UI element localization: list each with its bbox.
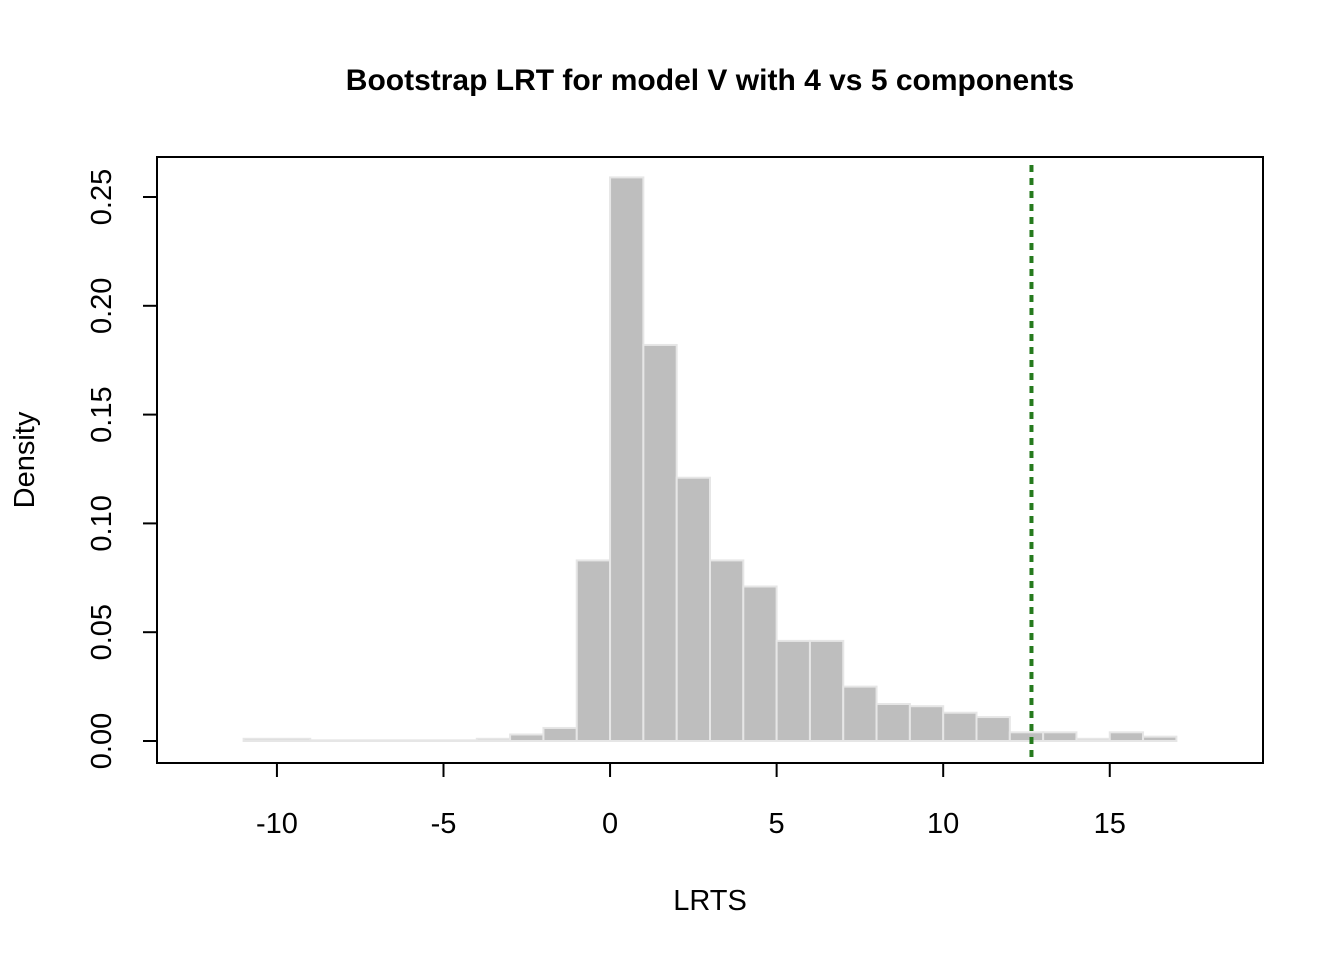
y-tick-label: 0.10 — [86, 495, 118, 551]
x-tick-label: 15 — [1094, 808, 1126, 840]
histogram-bar — [775, 639, 811, 742]
histogram-bar — [1108, 731, 1145, 743]
y-axis: 0.00 0.05 0.10 0.15 0.20 0.25 — [86, 169, 158, 769]
histogram-bar — [575, 559, 612, 743]
histogram-bar — [1075, 737, 1111, 742]
chart-title: Bootstrap LRT for model V with 4 vs 5 co… — [346, 64, 1074, 97]
histogram-bar — [475, 737, 512, 742]
histogram-bar — [609, 176, 645, 742]
histogram-bar — [942, 711, 978, 742]
histogram-bar — [1142, 735, 1178, 743]
histogram-bar — [742, 585, 778, 743]
histogram-bar — [309, 739, 478, 743]
histogram-bar — [542, 726, 578, 742]
histogram-bar — [908, 705, 945, 743]
y-tick-label: 0.20 — [86, 278, 118, 334]
x-tick-label: 10 — [927, 808, 959, 840]
x-tick-label: -10 — [256, 808, 298, 840]
histogram-bar — [709, 559, 745, 743]
y-tick-label: 0.15 — [86, 386, 118, 442]
y-axis-label: Density — [9, 411, 41, 508]
histogram-bar — [1042, 731, 1078, 743]
histogram-bar — [842, 685, 878, 742]
histogram-bar — [242, 737, 312, 742]
histogram-bar — [509, 733, 545, 742]
x-axis-label: LRTS — [673, 885, 747, 917]
histogram-bar — [975, 716, 1011, 743]
histogram-bars — [242, 176, 1178, 743]
histogram-bar — [642, 343, 678, 742]
y-tick-label: 0.00 — [86, 713, 118, 769]
y-tick-label: 0.25 — [86, 169, 118, 225]
y-tick-label: 0.05 — [86, 604, 118, 660]
x-tick-label: -5 — [431, 808, 457, 840]
x-axis: -10 -5 0 5 10 15 — [256, 762, 1126, 840]
histogram-bar — [1008, 731, 1045, 743]
histogram-bar — [675, 476, 712, 742]
x-tick-label: 0 — [602, 808, 618, 840]
histogram-bar — [808, 639, 845, 742]
histogram-bar — [875, 703, 911, 742]
x-tick-label: 5 — [769, 808, 785, 840]
